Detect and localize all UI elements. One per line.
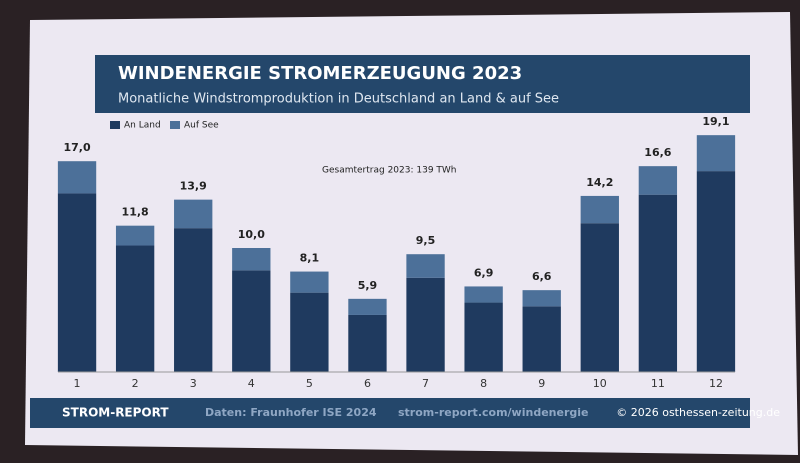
bar-segment — [348, 314, 387, 372]
total-label: 14,2 — [586, 176, 613, 189]
bar-segment — [174, 228, 213, 372]
total-label: 6,9 — [474, 266, 494, 279]
bar-segment — [348, 298, 387, 315]
bar-segment — [638, 166, 678, 195]
bar-segment — [57, 193, 97, 372]
x-tick-label: 7 — [422, 377, 429, 390]
total-label: 5,9 — [358, 279, 378, 292]
x-tick-label: 6 — [364, 377, 371, 390]
total-label: 16,6 — [644, 146, 671, 159]
bar-segment — [290, 292, 329, 372]
annotation: Gesamtertrag 2023: 139 TWh — [322, 166, 457, 176]
legend-swatch — [170, 121, 180, 129]
title-band — [95, 55, 750, 113]
total-label: 17,0 — [63, 141, 90, 154]
total-label: 6,6 — [532, 270, 552, 283]
x-tick-label: 12 — [709, 377, 723, 390]
legend-label: Auf See — [184, 121, 219, 131]
footer-url: strom-report.com/windenergie — [398, 406, 588, 419]
total-label: 10,0 — [238, 228, 265, 241]
footer-source: Daten: Fraunhofer ISE 2024 — [205, 406, 377, 419]
bar-segment — [406, 254, 445, 278]
bar-segment — [696, 135, 736, 172]
chart-title: WINDENERGIE STROMERZEUGUNG 2023 — [118, 63, 522, 84]
bar-segment — [174, 199, 213, 229]
bar-segment — [580, 195, 619, 224]
total-label: 9,5 — [416, 234, 436, 247]
total-label: 13,9 — [180, 180, 207, 193]
x-tick-label: 10 — [593, 377, 607, 390]
legend-label: An Land — [124, 121, 161, 131]
footer-brand: STROM-REPORT — [62, 406, 169, 420]
chart-subtitle: Monatliche Windstromproduktion in Deutsc… — [118, 92, 559, 107]
bar-segment — [638, 194, 678, 372]
bar-segment — [696, 171, 736, 372]
bar-segment — [232, 270, 271, 372]
bar-segment — [232, 248, 271, 271]
bar-segment — [464, 302, 503, 372]
bar-segment — [464, 286, 503, 303]
x-tick-label: 5 — [306, 377, 313, 390]
x-tick-label: 8 — [480, 377, 487, 390]
total-label: 11,8 — [122, 206, 149, 219]
footer-band — [30, 398, 750, 428]
bar-segment — [580, 223, 619, 372]
bar-segment — [522, 290, 561, 307]
x-tick-label: 9 — [538, 377, 545, 390]
bar-segment — [57, 161, 97, 194]
total-label: 8,1 — [300, 252, 320, 265]
bar-segment — [115, 225, 155, 246]
bar-segment — [290, 271, 329, 293]
x-tick-label: 1 — [74, 377, 81, 390]
bar-segment — [522, 306, 561, 372]
bar-segment — [406, 277, 445, 372]
legend-swatch — [110, 121, 120, 129]
total-label: 19,1 — [702, 115, 729, 128]
bar-segment — [115, 245, 155, 372]
watermark: © 2026 osthessen-zeitung.de — [616, 406, 780, 419]
x-tick-label: 2 — [132, 377, 139, 390]
x-tick-label: 3 — [190, 377, 197, 390]
x-tick-label: 4 — [248, 377, 255, 390]
x-tick-label: 11 — [651, 377, 665, 390]
